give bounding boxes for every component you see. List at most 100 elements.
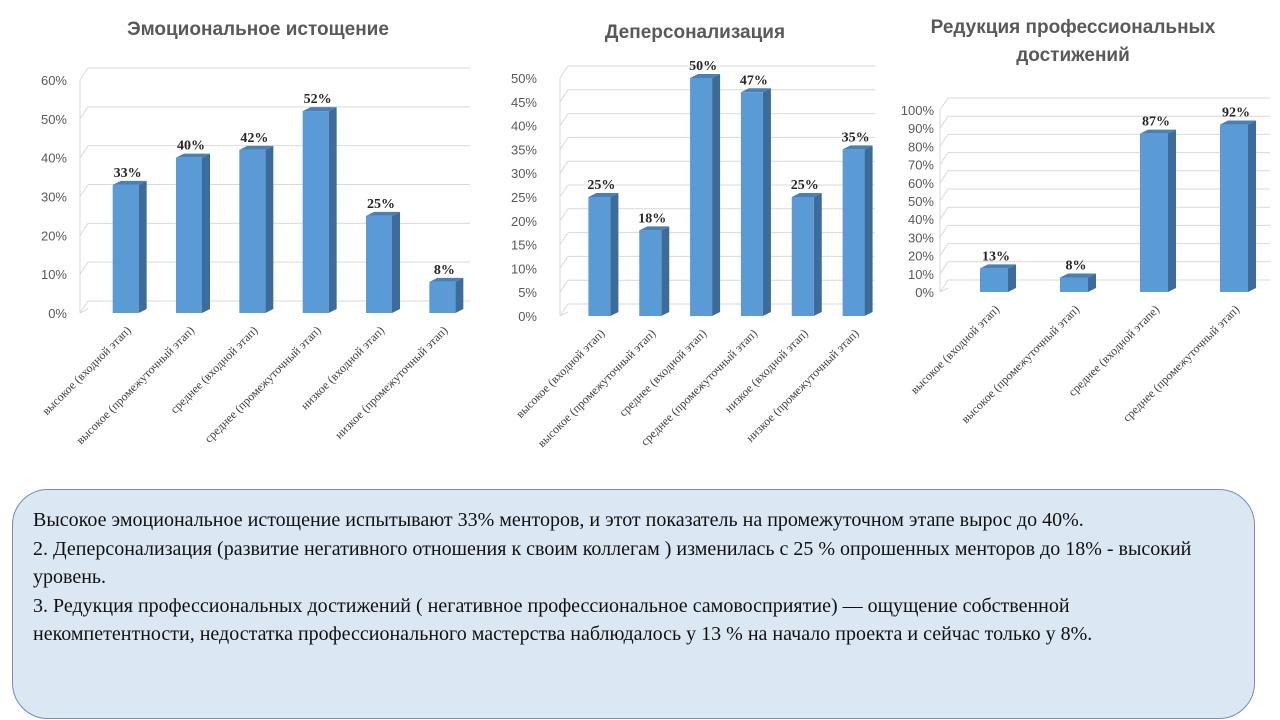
gridline-diagonal — [939, 97, 949, 111]
gridline-diagonal — [559, 113, 569, 126]
gridline-diagonal — [939, 279, 949, 293]
bar-side — [265, 145, 274, 313]
chart-depersonalization: Деперсонализация 0% 5% 10% 15% 20% 25% 30% 35% 40… — [455, 0, 895, 480]
y-tick-label: 10% — [908, 267, 934, 282]
category-label: среднее (промежуточный этап) — [202, 323, 324, 445]
bar-top — [112, 180, 147, 185]
y-tick-label: 20% — [511, 214, 537, 229]
summary-paragraph-1: Высокое эмоциональное истощение испытыва… — [33, 509, 1084, 531]
bar — [690, 74, 721, 316]
y-tick-label: 35% — [511, 142, 537, 157]
y-tick-label: 10% — [41, 267, 67, 282]
data-label: 8% — [434, 263, 455, 278]
bar — [1140, 129, 1176, 292]
bar-front — [429, 281, 456, 313]
bar-side — [455, 277, 464, 313]
data-label: 25% — [791, 178, 819, 193]
bar — [791, 193, 822, 316]
axis-line — [559, 311, 569, 317]
y-tick-label: 30% — [41, 190, 67, 205]
gridline-diagonal — [559, 137, 569, 150]
gridline-diagonal — [79, 106, 89, 120]
bar-side — [392, 211, 400, 313]
bar-front — [366, 215, 392, 313]
bar-top — [1140, 129, 1176, 134]
gridline-diagonal — [559, 208, 569, 222]
data-label: 35% — [842, 130, 870, 145]
gridline-diagonal — [939, 188, 949, 202]
bar-top — [791, 193, 822, 197]
bar-top — [429, 277, 464, 282]
bar-side — [1248, 120, 1256, 292]
bar — [740, 88, 771, 316]
chart-svg: Редукция профессиональных достижений 0% 10%… — [901, 17, 1270, 426]
gridline-diagonal — [559, 65, 569, 79]
bar-front — [639, 230, 662, 316]
bar-top — [1220, 120, 1256, 125]
bar — [639, 226, 670, 316]
bar-side — [661, 226, 670, 316]
bar-top — [690, 74, 721, 78]
y-tick-label: 30% — [511, 166, 537, 181]
y-tick-label: 50% — [41, 112, 67, 127]
chart-emotional-exhaustion: Эмоциональное истощение 0% 10% 20% 30% 40% 50%… — [0, 0, 490, 480]
gridline-diagonal — [939, 115, 949, 129]
bar-front — [1140, 133, 1168, 292]
bar — [842, 145, 873, 316]
bar-side — [813, 193, 822, 316]
data-label: 87% — [1142, 115, 1170, 130]
bar-side — [762, 88, 771, 316]
y-tick-label: 0% — [915, 285, 934, 300]
bar — [429, 277, 464, 313]
category-label: среднее (входной этап) — [616, 326, 709, 419]
bar — [1060, 273, 1096, 292]
bar-top — [639, 226, 670, 231]
bar-top — [980, 264, 1016, 269]
bar-front — [842, 149, 865, 316]
data-label: 40% — [177, 139, 205, 154]
chart-title: Эмоциональное истощение — [127, 19, 389, 40]
bar-front — [740, 92, 763, 316]
y-tick-label: 60% — [908, 176, 934, 191]
gridline-diagonal — [559, 160, 569, 174]
data-label: 33% — [114, 166, 142, 181]
bar-top — [239, 145, 274, 150]
gridline-diagonal — [79, 145, 89, 158]
chart-title: Деперсонализация — [605, 22, 785, 43]
y-tick-label: 40% — [908, 212, 934, 227]
gridline-diagonal — [939, 152, 949, 165]
axis-line — [939, 287, 949, 293]
gridline-diagonal — [559, 184, 569, 198]
gridline-diagonal — [559, 279, 569, 293]
axis-line — [79, 308, 89, 314]
data-label: 50% — [689, 59, 717, 74]
gridline-diagonal — [559, 256, 569, 269]
chart-title: Редукция профессиональных — [931, 17, 1216, 38]
summary-paragraph-3: 3. Редукция профессиональных достижений … — [33, 594, 1093, 646]
gridline-diagonal — [79, 261, 89, 275]
bar-front — [791, 197, 814, 316]
data-label: 42% — [240, 131, 268, 146]
gridline-diagonal — [79, 300, 89, 314]
category-label: низкое (входной этап) — [722, 326, 811, 415]
y-tick-label: 20% — [41, 228, 67, 243]
summary-box: Высокое эмоциональное истощение испытыва… — [12, 489, 1255, 719]
bar-front — [112, 184, 139, 313]
gridline-diagonal — [939, 225, 949, 238]
y-tick-label: 45% — [511, 95, 537, 110]
bar-side — [1168, 129, 1176, 292]
bar — [1220, 120, 1256, 292]
y-tick-label: 40% — [41, 151, 67, 166]
category-label: среднее (входной этапе) — [1065, 302, 1162, 399]
y-tick-label: 15% — [511, 238, 537, 253]
bar-side — [328, 107, 337, 313]
y-tick-label: 50% — [511, 71, 537, 86]
data-label: 25% — [367, 197, 395, 212]
y-tick-label: 20% — [908, 249, 934, 264]
bar-side — [1088, 273, 1096, 292]
summary-paragraph-2: 2. Деперсонализация (развитие негативног… — [33, 537, 1192, 589]
y-tick-label: 10% — [511, 261, 537, 276]
bar-front — [980, 268, 1008, 292]
bar — [588, 193, 619, 316]
gridline-diagonal — [559, 89, 569, 103]
